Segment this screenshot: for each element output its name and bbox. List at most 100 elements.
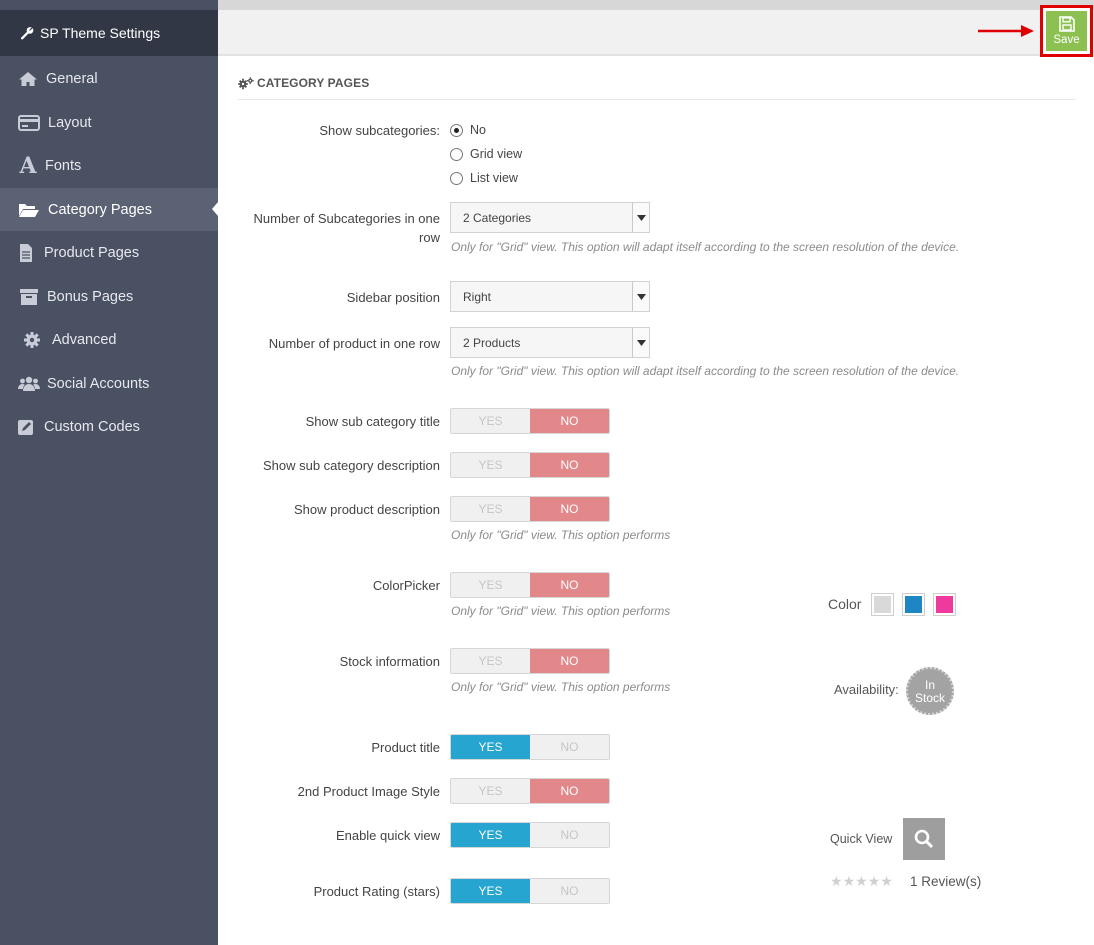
archive-icon <box>17 287 41 307</box>
toggle-no[interactable]: NO <box>530 779 609 803</box>
swatch-fill <box>874 596 891 613</box>
toggle-yes[interactable]: YES <box>451 409 530 433</box>
save-label: Save <box>1053 34 1080 46</box>
save-icon <box>1058 16 1075 32</box>
toggle-yes[interactable]: YES <box>451 823 530 847</box>
in-stock-badge: In Stock <box>906 667 954 715</box>
rating-stars: ★★★★★ <box>830 873 893 890</box>
num-products-select[interactable]: 2 Products <box>450 327 650 358</box>
sidebar-item-social-accounts[interactable]: Social Accounts <box>0 362 218 405</box>
swatch-fill <box>905 596 922 613</box>
gears-icon <box>238 76 254 89</box>
top-strip <box>0 0 1094 10</box>
product-rating-toggle[interactable]: YES NO <box>450 878 610 904</box>
second-product-image-style-toggle[interactable]: YES NO <box>450 778 610 804</box>
radio-list-view[interactable]: List view <box>450 171 518 185</box>
sidebar-item-label: Fonts <box>45 157 82 174</box>
help-text: Only for "Grid" view. This option perfor… <box>451 680 671 694</box>
sidebar-item-label: Layout <box>48 114 92 131</box>
chevron-down-icon[interactable] <box>632 282 649 311</box>
toggle-label: Product Rating (stars) <box>313 884 440 899</box>
reviews-count: 1 Review(s) <box>910 874 982 889</box>
sidebar-item-label: Social Accounts <box>47 375 150 392</box>
toggle-yes[interactable]: YES <box>451 735 530 759</box>
toggle-yes[interactable]: YES <box>451 779 530 803</box>
help-text: Only for "Grid" view. This option will a… <box>451 364 960 378</box>
toggle-no[interactable]: NO <box>530 735 609 759</box>
stock-information-toggle[interactable]: YES NO <box>450 648 610 674</box>
arrow-right-icon <box>978 25 1034 37</box>
folder-open-icon <box>17 200 41 220</box>
show-sub-category-description-toggle[interactable]: YES NO <box>450 452 610 478</box>
star-icon: ★ <box>842 873 856 889</box>
sidebar-item-label: Category Pages <box>48 201 152 218</box>
num-products-label: Number of product in one row <box>268 336 440 351</box>
radio-grid-view[interactable]: Grid view <box>450 147 522 161</box>
toggle-yes[interactable]: YES <box>451 649 530 673</box>
sidebar-item-label: Custom Codes <box>44 418 140 435</box>
show-sub-category-title-toggle[interactable]: YES NO <box>450 408 610 434</box>
quick-view-button <box>903 818 945 860</box>
colorpicker-toggle[interactable]: YES NO <box>450 572 610 598</box>
radio-button[interactable] <box>450 171 463 185</box>
sidebar-item-layout[interactable]: Layout <box>0 101 218 144</box>
search-icon <box>914 829 934 849</box>
select-value: Right <box>463 289 492 304</box>
sidebar-item-product-pages[interactable]: Product Pages <box>0 231 218 274</box>
chevron-down-icon[interactable] <box>632 203 649 232</box>
sidebar-item-label: Product Pages <box>44 244 140 261</box>
sidebar: SP Theme Settings General Layout A Fonts… <box>0 0 218 945</box>
toggle-no[interactable]: NO <box>530 823 609 847</box>
enable-quick-view-toggle[interactable]: YES NO <box>450 822 610 848</box>
select-value: 2 Products <box>463 335 521 350</box>
toggle-yes[interactable]: YES <box>451 879 530 903</box>
sidebar-item-custom-codes[interactable]: Custom Codes <box>0 405 218 448</box>
toggle-no[interactable]: NO <box>530 879 609 903</box>
toggle-no[interactable]: NO <box>530 573 609 597</box>
radio-button[interactable] <box>450 147 463 161</box>
radio-no[interactable]: No <box>450 123 486 137</box>
section-title-text: CATEGORY PAGES <box>257 76 370 90</box>
sidebar-position-select[interactable]: Right <box>450 281 650 312</box>
sidebar-header: SP Theme Settings <box>0 10 218 56</box>
toggle-label: Show sub category description <box>262 458 440 473</box>
users-icon <box>17 374 41 394</box>
product-title-toggle[interactable]: YES NO <box>450 734 610 760</box>
save-button-highlight[interactable]: Save <box>1040 5 1093 57</box>
toggle-yes[interactable]: YES <box>451 573 530 597</box>
sidebar-item-bonus-pages[interactable]: Bonus Pages <box>0 275 218 318</box>
color-preview-label: Color <box>828 596 862 612</box>
toggle-label: Stock information <box>339 654 440 669</box>
quick-view-label: Quick View <box>830 832 893 846</box>
section-title: CATEGORY PAGES <box>238 76 369 90</box>
sidebar-item-label: General <box>46 70 98 87</box>
toggle-yes[interactable]: YES <box>451 497 530 521</box>
sidebar-item-label: Advanced <box>52 331 117 348</box>
sidebar-item-general[interactable]: General <box>0 57 218 100</box>
radio-button[interactable] <box>450 123 463 137</box>
help-text: Only for "Grid" view. This option will a… <box>451 240 960 254</box>
swatch-fill <box>936 596 953 613</box>
star-icon: ★ <box>830 873 843 889</box>
select-value: 2 Categories <box>463 210 532 225</box>
num-subcategories-label: Number of Subcategories in one row <box>253 211 440 245</box>
toggle-label: Enable quick view <box>335 828 440 843</box>
show-product-description-toggle[interactable]: YES NO <box>450 496 610 522</box>
sidebar-item-advanced[interactable]: Advanced <box>0 318 218 361</box>
toggle-no[interactable]: NO <box>530 453 609 477</box>
sidebar-item-fonts[interactable]: A Fonts <box>0 144 218 187</box>
save-button[interactable]: Save <box>1046 11 1087 51</box>
toggle-no[interactable]: NO <box>530 409 609 433</box>
toggle-yes[interactable]: YES <box>451 453 530 477</box>
num-subcategories-select[interactable]: 2 Categories <box>450 202 650 233</box>
chevron-down-icon[interactable] <box>632 328 649 357</box>
sidebar-item-category-pages[interactable]: Category Pages <box>0 188 218 231</box>
radio-label: Grid view <box>470 147 523 161</box>
edit-icon <box>14 417 38 437</box>
toggle-no[interactable]: NO <box>530 649 609 673</box>
radio-label: No <box>470 123 486 137</box>
sidebar-position-label: Sidebar position <box>346 290 440 305</box>
toggle-no[interactable]: NO <box>530 497 609 521</box>
toggle-label: Show product description <box>294 502 440 517</box>
